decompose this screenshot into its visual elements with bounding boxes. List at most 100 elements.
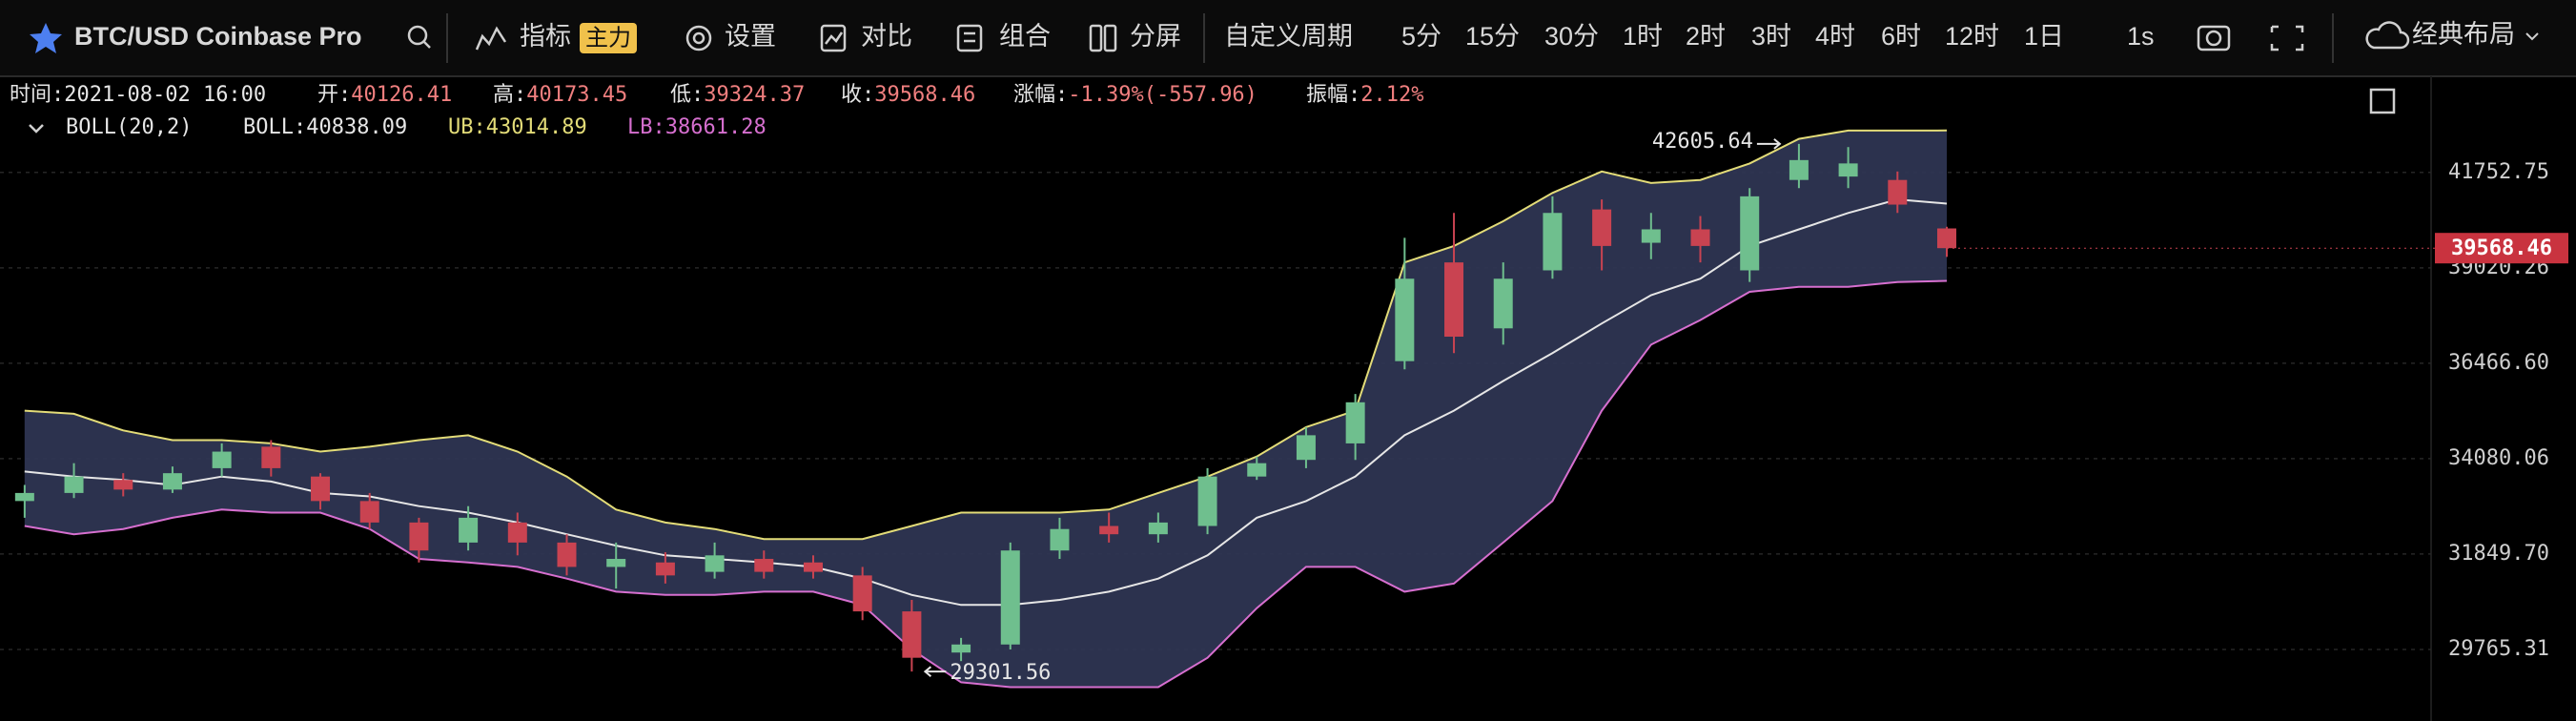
current-price-tag bbox=[2435, 233, 2568, 264]
indicator-label: LB: bbox=[627, 115, 665, 139]
candle-body bbox=[557, 542, 577, 567]
max-arrow-head bbox=[1773, 138, 1782, 150]
layout-menu[interactable]: 经典布局 bbox=[2412, 20, 2515, 49]
speed[interactable]: 1s bbox=[2127, 22, 2155, 51]
period-button[interactable]: 6时 bbox=[1881, 22, 1921, 51]
toolbar-button[interactable]: 对比 bbox=[861, 22, 912, 51]
info-value: 2021-08-02 16:00 bbox=[64, 83, 266, 107]
candle-body bbox=[212, 451, 232, 468]
indicator-value: 38661.28 bbox=[665, 115, 767, 139]
candle-body bbox=[64, 476, 84, 493]
toolbar-icons bbox=[29, 21, 2410, 134]
screenshot-icon[interactable] bbox=[2197, 25, 2231, 52]
period-button[interactable]: 4时 bbox=[1815, 22, 1855, 51]
candle-body bbox=[1148, 522, 1168, 535]
candle-body bbox=[409, 522, 429, 551]
candle-body bbox=[1395, 278, 1415, 361]
candle-body bbox=[1493, 278, 1513, 329]
info-item: 高:40173.45 bbox=[493, 83, 627, 107]
period-button[interactable]: 1日 bbox=[2024, 22, 2064, 51]
candle-body bbox=[754, 559, 774, 572]
toolbar-button[interactable]: 指标 bbox=[520, 22, 571, 51]
info-item: 开:40126.41 bbox=[317, 83, 452, 107]
info-label: 高: bbox=[493, 83, 526, 107]
candle-body bbox=[1936, 228, 1956, 249]
badge[interactable]: 主力 bbox=[585, 25, 631, 51]
period-button[interactable]: 3时 bbox=[1751, 22, 1791, 51]
candle-body bbox=[852, 575, 872, 612]
candle-body bbox=[507, 522, 527, 543]
badge-bg bbox=[580, 23, 637, 53]
min-annotation: 29301.56 bbox=[950, 661, 1051, 685]
band-fill bbox=[24, 130, 1947, 688]
toolbar-button[interactable]: 设置 bbox=[725, 22, 776, 51]
candle-body bbox=[14, 492, 34, 502]
settings-icon[interactable] bbox=[685, 25, 712, 52]
indicator-label: UB: bbox=[448, 115, 486, 139]
symbol-name[interactable]: BTC/USD Coinbase Pro bbox=[74, 22, 362, 51]
candle-body bbox=[1050, 528, 1070, 551]
info-value: 40126.41 bbox=[351, 83, 452, 107]
candle-body bbox=[1099, 525, 1119, 535]
info-value: 39568.46 bbox=[874, 83, 975, 107]
indicator-legend: UB:43014.89 bbox=[448, 115, 587, 139]
candle-body bbox=[902, 611, 922, 658]
info-value: 2.12% bbox=[1360, 83, 1423, 107]
candle-body bbox=[1543, 213, 1563, 271]
y-tick-label: 31849.70 bbox=[2448, 542, 2549, 566]
candle-body bbox=[1247, 463, 1267, 477]
info-item: 时间:2021-08-02 16:00 bbox=[10, 83, 266, 107]
candle-body bbox=[1789, 159, 1809, 180]
indicator-value: 43014.89 bbox=[486, 115, 587, 139]
info-value: -1.39%(-557.96) bbox=[1068, 83, 1257, 107]
period-button[interactable]: 1时 bbox=[1623, 22, 1663, 51]
favorite-icon[interactable] bbox=[30, 23, 62, 53]
indicator-legend: BOLL:40838.09 bbox=[243, 115, 407, 139]
candle-body bbox=[803, 562, 823, 572]
y-tick-label: 29765.31 bbox=[2448, 637, 2549, 661]
candle-body bbox=[1838, 163, 1858, 177]
candle-body bbox=[113, 480, 133, 490]
candle-body bbox=[1444, 262, 1464, 338]
info-label: 开: bbox=[317, 83, 351, 107]
candle-body bbox=[1592, 209, 1612, 246]
candle-body bbox=[1345, 402, 1365, 443]
y-tick-label: 36466.60 bbox=[2448, 351, 2549, 375]
layout-caret bbox=[2525, 32, 2539, 41]
candle-body bbox=[1690, 229, 1710, 246]
info-label: 低: bbox=[670, 83, 704, 107]
info-label: 收: bbox=[841, 83, 874, 107]
band-line bbox=[24, 198, 1948, 607]
candle-body bbox=[655, 562, 675, 576]
period-button[interactable]: 30分 bbox=[1544, 22, 1599, 51]
period-button[interactable]: 5分 bbox=[1401, 22, 1441, 51]
band-line bbox=[24, 279, 1948, 689]
search-icon[interactable] bbox=[407, 25, 428, 46]
indicator-label: BOLL: bbox=[243, 115, 306, 139]
info-value: 40173.45 bbox=[526, 83, 627, 107]
info-item: 涨幅:-1.39%(-557.96) bbox=[1013, 83, 1257, 107]
period-label[interactable]: 自定义周期 bbox=[1224, 22, 1353, 51]
toolbar-button[interactable]: 组合 bbox=[999, 22, 1051, 51]
compare-icon[interactable] bbox=[820, 24, 847, 52]
candle-body bbox=[705, 555, 725, 572]
info-item: 收:39568.46 bbox=[841, 83, 975, 107]
candle-body bbox=[311, 476, 331, 502]
info-value: 39324.37 bbox=[704, 83, 805, 107]
split-icon[interactable] bbox=[1089, 24, 1103, 52]
candle-body bbox=[359, 501, 379, 523]
candle-body bbox=[459, 517, 479, 543]
candle-body bbox=[606, 559, 626, 567]
group-icon[interactable] bbox=[956, 24, 983, 52]
cloud-icon[interactable] bbox=[2365, 21, 2410, 50]
period-button[interactable]: 12时 bbox=[1945, 22, 1999, 51]
indicator-icon[interactable] bbox=[475, 26, 507, 51]
period-button[interactable]: 2时 bbox=[1686, 22, 1726, 51]
candle-body bbox=[1197, 476, 1217, 526]
chart-fullscreen-icon[interactable] bbox=[2369, 88, 2396, 114]
collapse-icon[interactable] bbox=[29, 124, 44, 134]
toolbar-button[interactable]: 分屏 bbox=[1130, 22, 1181, 51]
period-button[interactable]: 15分 bbox=[1465, 22, 1520, 51]
